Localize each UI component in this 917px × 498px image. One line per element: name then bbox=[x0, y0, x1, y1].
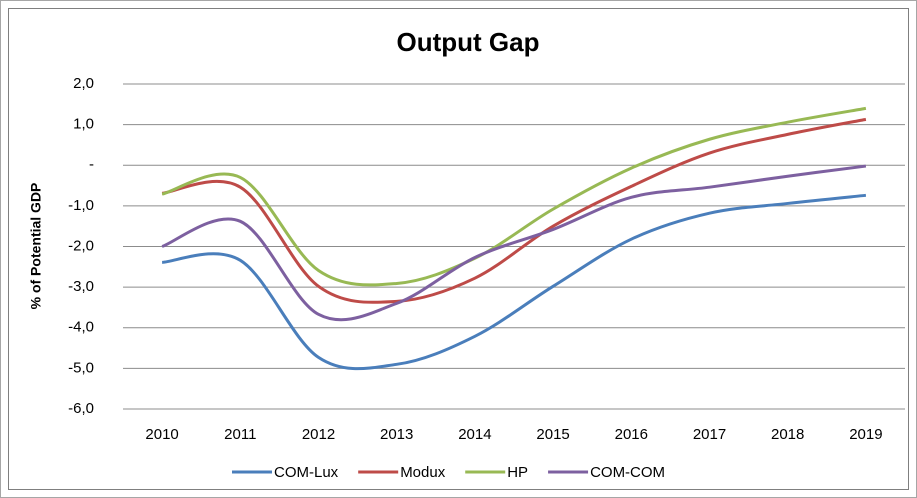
x-tick-label: 2012 bbox=[302, 426, 335, 443]
x-tick-label: 2017 bbox=[693, 426, 726, 443]
legend-label: COM-Lux bbox=[274, 464, 339, 481]
x-tick-label: 2013 bbox=[380, 426, 413, 443]
x-tick-label: 2019 bbox=[849, 426, 882, 443]
x-tick-label: 2018 bbox=[771, 426, 804, 443]
y-tick-label: -6,0 bbox=[68, 400, 94, 417]
x-tick-label: 2014 bbox=[458, 426, 491, 443]
y-tick-label: - bbox=[89, 156, 94, 173]
y-tick-label: -4,0 bbox=[68, 319, 94, 336]
legend-label: Modux bbox=[400, 464, 446, 481]
series-line bbox=[161, 193, 867, 371]
y-tick-label: 2,0 bbox=[73, 75, 94, 92]
y-tick-label: -2,0 bbox=[68, 237, 94, 254]
x-tick-label: 2016 bbox=[615, 426, 648, 443]
series-line bbox=[161, 106, 867, 287]
x-tick-label: 2011 bbox=[224, 426, 256, 443]
x-tick-label: 2010 bbox=[145, 426, 178, 443]
chart-border bbox=[8, 8, 909, 490]
series-line bbox=[161, 117, 867, 304]
y-axis-label: % of Potential GDP bbox=[28, 183, 44, 310]
y-tick-label: 1,0 bbox=[73, 116, 94, 133]
x-tick-label: 2015 bbox=[536, 426, 569, 443]
legend-label: COM-COM bbox=[590, 464, 665, 481]
y-tick-label: -5,0 bbox=[68, 359, 94, 376]
y-tick-label: -1,0 bbox=[68, 197, 94, 214]
y-tick-label: -3,0 bbox=[68, 278, 94, 295]
series-line bbox=[161, 164, 867, 322]
chart-title: Output Gap bbox=[397, 27, 540, 57]
legend-label: HP bbox=[507, 464, 528, 481]
